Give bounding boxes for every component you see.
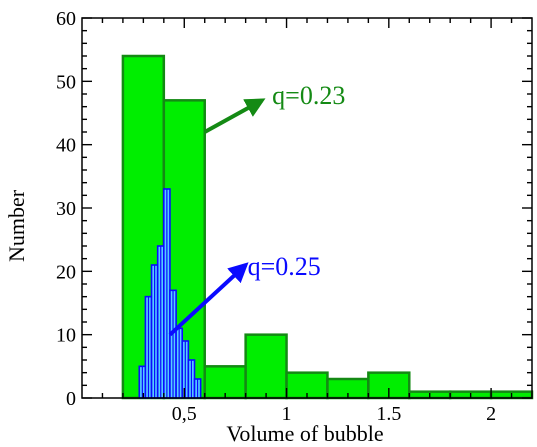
- y-tick-label: 20: [56, 261, 76, 283]
- annotation-label-1: q=0.23: [272, 81, 345, 110]
- x-axis-title: Volume of bubble: [226, 421, 383, 446]
- y-tick-label: 10: [56, 325, 76, 347]
- x-tick-label: 0,5: [172, 403, 197, 425]
- annotation-arrow-1: [203, 98, 266, 134]
- annotations-layer: q=0.23 q=0.25: [168, 81, 345, 337]
- bars-layer: [121, 54, 534, 400]
- y-tick-label: 50: [56, 71, 76, 93]
- bar-series1-bin4: [244, 333, 288, 400]
- x-tick-label: 1.5: [376, 403, 401, 425]
- y-tick-label: 30: [56, 198, 76, 220]
- y-tick-label: 0: [66, 388, 76, 410]
- bar-series1-bin1: [121, 54, 166, 400]
- annotation-label-2: q=0.25: [248, 252, 321, 281]
- y-tick-label: 60: [56, 8, 76, 30]
- y-tick-label: 40: [56, 135, 76, 157]
- x-tick-label: 1: [282, 403, 292, 425]
- y-axis-title: Number: [4, 189, 29, 262]
- annotation-arrow-2: [168, 262, 249, 337]
- x-tick-label: 2: [486, 403, 496, 425]
